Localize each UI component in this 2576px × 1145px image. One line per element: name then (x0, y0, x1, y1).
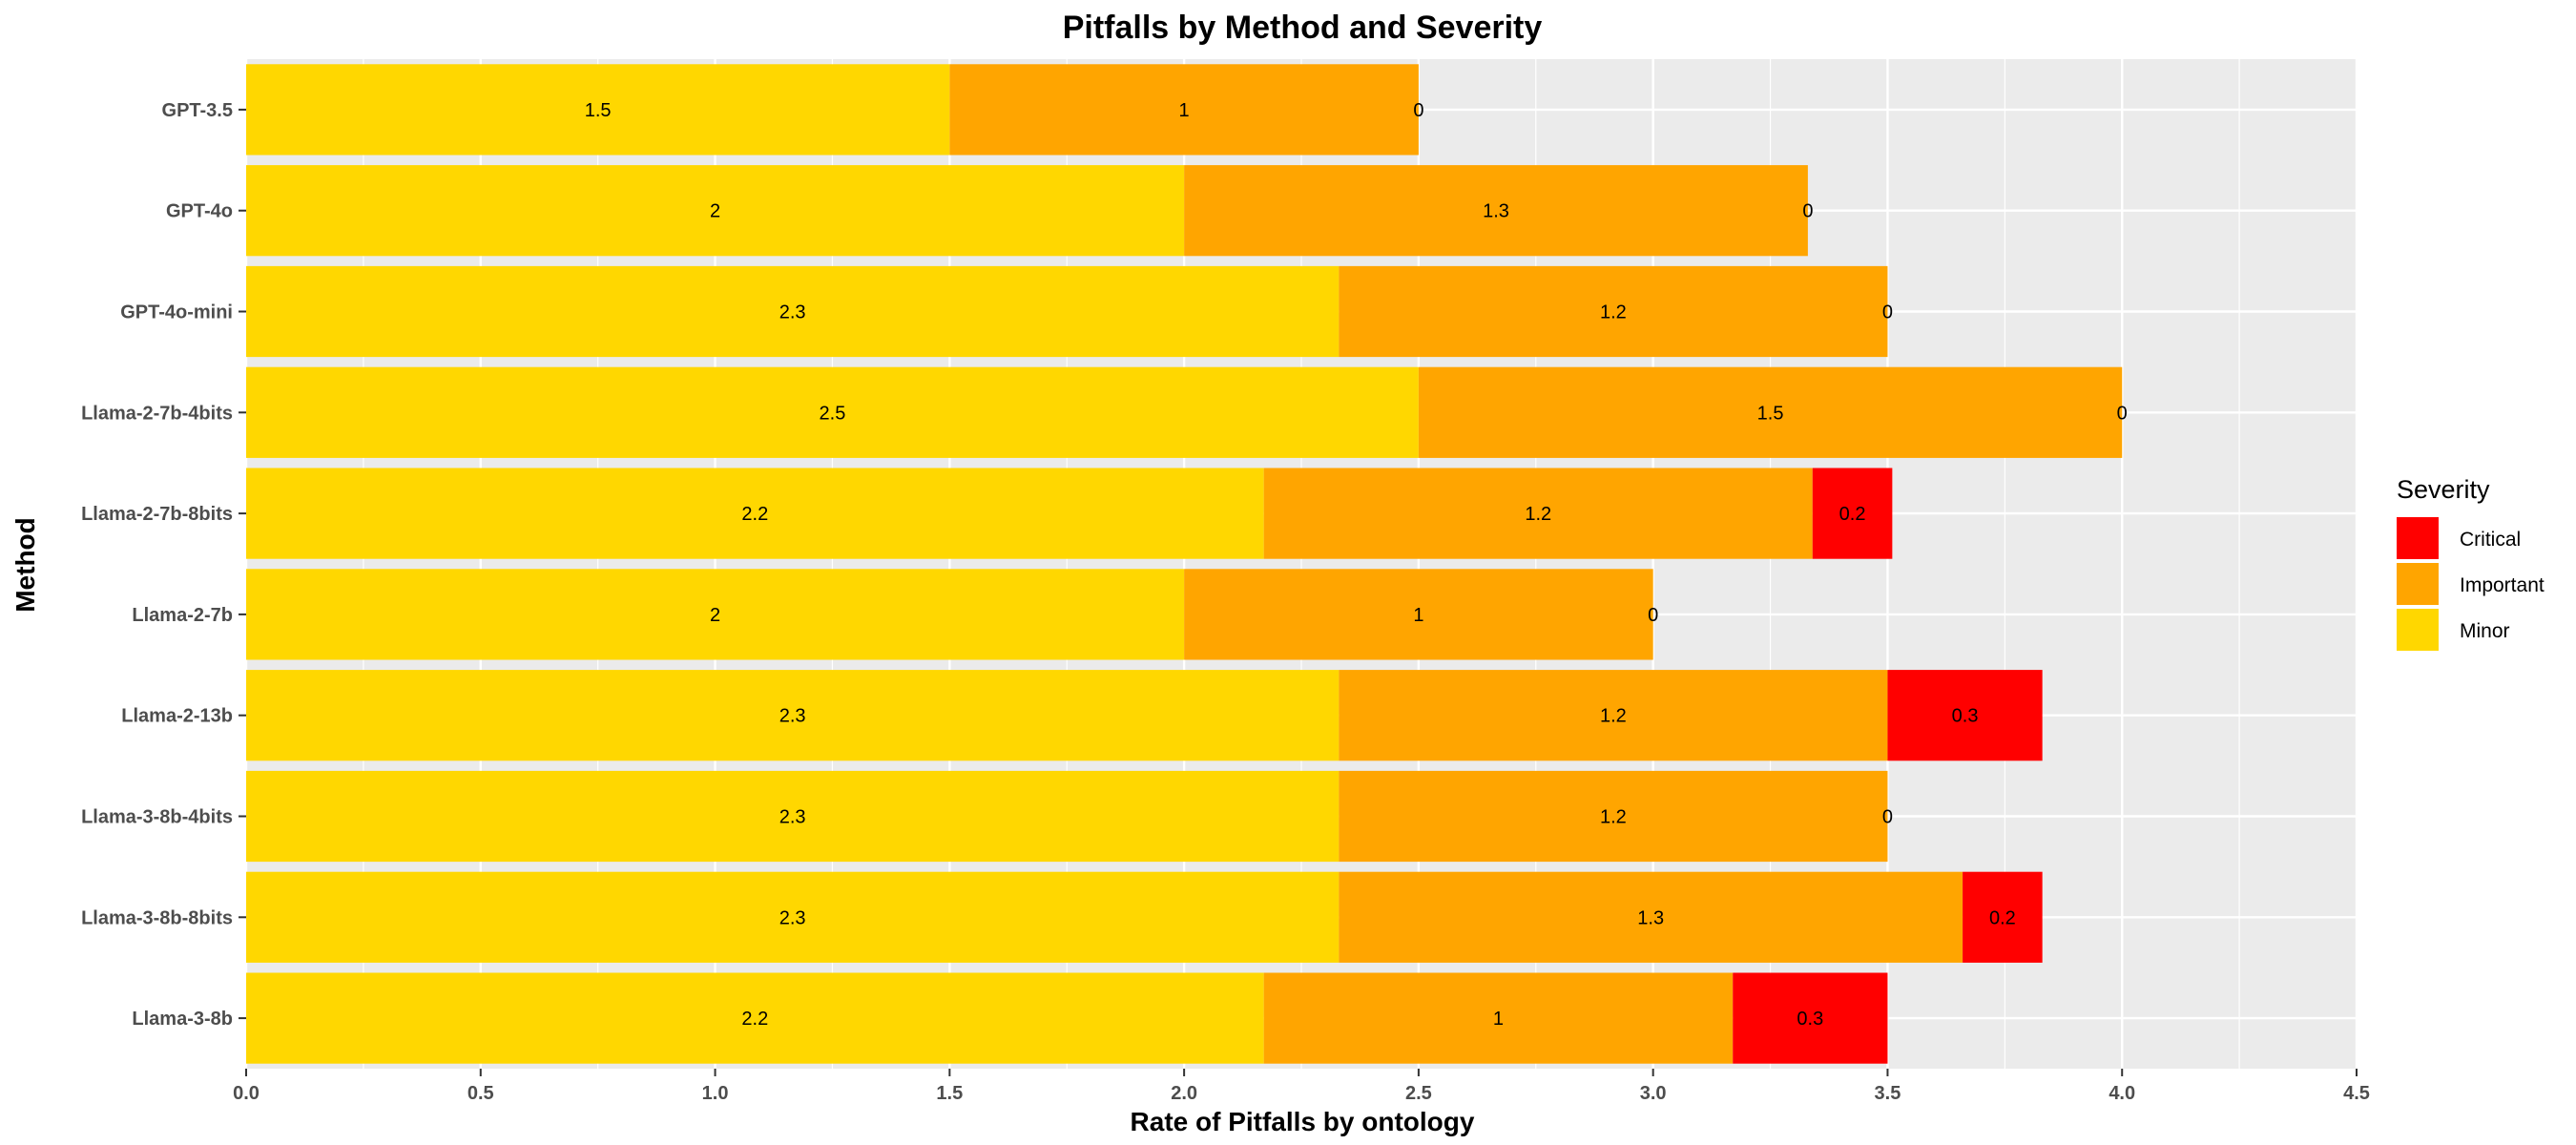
data-label-important-gpt-3-5: 1 (1179, 100, 1190, 121)
bar-minor-llama-2-7b-4bits (246, 366, 1419, 458)
data-label-minor-llama-3-8b-8bits: 2.3 (779, 907, 806, 928)
bar-important-llama-2-7b-8bits (1263, 468, 1813, 559)
bar-labels: 1.5 1 0 2 1.3 0 2.3 1.2 0 2.5 1.5 0 2.2 1.2 0.2 2 1 0 2.3 1… (585, 100, 2128, 1030)
bar-important-llama-2-7b (1184, 569, 1653, 660)
legend-key-important (2397, 563, 2439, 605)
data-label-important-llama-3-8b-4bits: 1.2 (1600, 807, 1627, 828)
y-tick-label: GPT-4o-mini (120, 302, 233, 323)
data-label-important-llama-3-8b-8bits: 1.3 (1637, 907, 1664, 928)
data-label-minor-llama-2-7b-8bits: 2.2 (741, 504, 768, 525)
bar-minor-llama-3-8b-4bits (246, 770, 1340, 863)
x-axis: 0.0 0.5 1.0 1.5 2.0 2.5 3.0 3.5 4.0 4.5 (233, 1069, 2370, 1104)
x-tick-label: 1.5 (936, 1083, 963, 1104)
y-axis-title: Method (10, 517, 40, 613)
bar-minor-llama-3-8b (246, 972, 1264, 1064)
bar-critical-llama-3-8b (1733, 972, 1888, 1064)
y-tick-label: Llama-2-7b (132, 605, 233, 626)
bar-minor-gpt-4o-mini (246, 265, 1340, 358)
bar-minor-llama-2-7b (246, 569, 1185, 660)
x-tick-label: 3.0 (1640, 1083, 1667, 1104)
x-tick-label: 3.5 (1875, 1083, 1901, 1104)
y-tick-label: Llama-2-7b-8bits (81, 504, 233, 525)
y-axis: GPT-3.5 GPT-4o GPT-4o-mini Llama-2-7b-4bits… (81, 100, 246, 1030)
x-tick-label: 2.5 (1405, 1083, 1432, 1104)
bar-critical-llama-2-13b (1887, 670, 2043, 761)
bar-important-gpt-3-5 (949, 64, 1419, 156)
legend-key-minor (2397, 609, 2439, 651)
bar-critical-llama-2-7b-8bits (1812, 468, 1893, 559)
data-label-critical-llama-3-8b: 0.3 (1797, 1009, 1823, 1030)
data-label-important-gpt-4o-mini: 1.2 (1600, 302, 1627, 323)
x-tick-label: 2.0 (1171, 1083, 1197, 1104)
data-label-important-gpt-4o: 1.3 (1483, 201, 1509, 222)
bar-minor-llama-2-13b (246, 670, 1340, 761)
data-label-critical-llama-2-13b: 0.3 (1952, 706, 1979, 727)
data-label-minor-gpt-4o-mini: 2.3 (779, 302, 806, 323)
bar-important-llama-3-8b-8bits (1339, 871, 1963, 963)
data-label-minor-gpt-4o: 2 (710, 201, 720, 222)
data-label-minor-llama-2-13b: 2.3 (779, 706, 806, 727)
data-label-critical-llama-2-7b-8bits: 0.2 (1839, 504, 1866, 525)
y-tick-label: Llama-3-8b (132, 1009, 233, 1030)
data-label-critical-llama-3-8b-8bits: 0.2 (1989, 907, 2016, 928)
bar-minor-gpt-3-5 (246, 64, 950, 156)
bar-important-llama-2-13b (1339, 670, 1888, 761)
legend-label-critical: Critical (2460, 529, 2521, 551)
legend-title: Severity (2397, 475, 2490, 504)
y-tick-label: GPT-3.5 (162, 100, 233, 121)
bar-critical-llama-3-8b-8bits (1963, 871, 2043, 963)
x-tick-label: 4.0 (2109, 1083, 2135, 1104)
bar-important-gpt-4o-mini (1339, 265, 1888, 358)
bars (246, 64, 2123, 1064)
data-label-minor-gpt-3-5: 1.5 (585, 100, 612, 121)
data-label-minor-llama-2-7b-4bits: 2.5 (820, 403, 846, 424)
data-label-critical-gpt-3-5: 0 (1413, 100, 1423, 121)
x-tick-label: 1.0 (702, 1083, 729, 1104)
data-label-minor-llama-3-8b-4bits: 2.3 (779, 807, 806, 828)
data-label-minor-llama-3-8b: 2.2 (741, 1009, 768, 1030)
bar-minor-gpt-4o (246, 165, 1185, 257)
legend-label-minor: Minor (2460, 620, 2510, 642)
x-tick-label: 0.0 (233, 1083, 260, 1104)
data-label-critical-gpt-4o-mini: 0 (1882, 302, 1893, 323)
bar-minor-llama-3-8b-8bits (246, 871, 1340, 963)
bar-minor-llama-2-7b-8bits (246, 468, 1264, 559)
y-tick-label: Llama-2-7b-4bits (81, 403, 233, 424)
data-label-critical-gpt-4o: 0 (1802, 201, 1813, 222)
bar-important-llama-2-7b-4bits (1418, 366, 2123, 458)
data-label-important-llama-2-7b: 1 (1413, 605, 1423, 626)
data-label-important-llama-2-7b-8bits: 1.2 (1525, 504, 1551, 525)
x-tick-label: 4.5 (2343, 1083, 2370, 1104)
x-tick-label: 0.5 (467, 1083, 494, 1104)
bar-important-llama-3-8b-4bits (1339, 770, 1888, 863)
data-label-minor-llama-2-7b: 2 (710, 605, 720, 626)
chart-title: Pitfalls by Method and Severity (1063, 10, 1543, 46)
bar-important-llama-3-8b (1263, 972, 1734, 1064)
data-label-critical-llama-2-7b-4bits: 0 (2117, 403, 2128, 424)
data-label-critical-llama-3-8b-4bits: 0 (1882, 807, 1893, 828)
y-tick-label: Llama-3-8b-8bits (81, 907, 233, 928)
data-label-critical-llama-2-7b: 0 (1648, 605, 1658, 626)
y-tick-label: GPT-4o (166, 201, 233, 222)
data-label-important-llama-2-7b-4bits: 1.5 (1757, 403, 1784, 424)
data-label-important-llama-3-8b: 1 (1493, 1009, 1504, 1030)
legend-key-critical (2397, 517, 2439, 559)
data-label-important-llama-2-13b: 1.2 (1600, 706, 1627, 727)
x-axis-title: Rate of Pitfalls by ontology (1131, 1107, 1475, 1136)
legend: Severity Critical Important Minor (2397, 475, 2545, 651)
y-tick-label: Llama-2-13b (121, 706, 233, 727)
legend-label-important: Important (2460, 574, 2545, 596)
y-tick-label: Llama-3-8b-4bits (81, 807, 233, 828)
bar-important-gpt-4o (1184, 165, 1808, 257)
